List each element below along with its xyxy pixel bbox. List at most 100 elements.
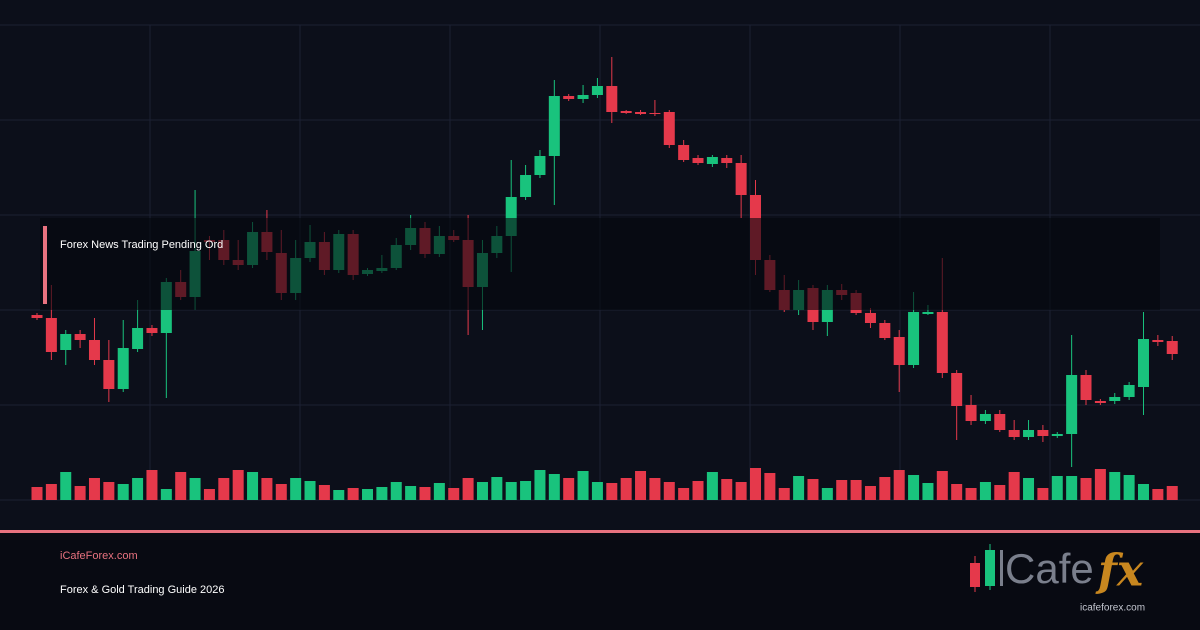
candle-body	[951, 373, 963, 406]
footer-site: iCafeForex.com	[60, 550, 138, 562]
candle-body	[635, 112, 647, 114]
volume-bar	[678, 488, 690, 500]
candle-body	[965, 405, 977, 421]
volume-bar	[793, 476, 805, 500]
volume-bar	[534, 470, 546, 500]
volume-bar	[362, 489, 374, 500]
candle-body	[45, 318, 57, 352]
candle-body	[146, 328, 158, 333]
logo-icon-candle	[985, 550, 995, 586]
volume-bar	[836, 480, 848, 500]
candle-body	[74, 334, 86, 340]
volume-bar	[606, 483, 618, 500]
candle-body	[1023, 430, 1035, 437]
volume-bar	[448, 488, 460, 500]
candle-body	[534, 156, 546, 175]
candle-body	[88, 340, 100, 360]
volume-bar	[591, 482, 603, 500]
volume-bar	[965, 488, 977, 500]
candle-body	[1080, 375, 1092, 400]
candle-body	[735, 163, 747, 195]
volume-bar	[117, 484, 129, 500]
candle-body	[117, 348, 129, 389]
volume-bar	[922, 483, 934, 500]
volume-bar	[146, 470, 158, 500]
volume-bar	[1152, 489, 1164, 500]
volume-bar	[750, 468, 761, 500]
volume-bar	[864, 486, 876, 500]
volume-bar	[304, 481, 316, 500]
logo: Cafe fx icafeforex.com	[970, 544, 1145, 614]
volume-bar	[821, 488, 833, 500]
volume-bar	[290, 478, 302, 500]
volume-bar	[390, 482, 402, 500]
candle-body	[706, 157, 718, 164]
volume-bar	[649, 478, 661, 500]
candle-body	[1051, 434, 1063, 436]
volume-bar	[548, 474, 560, 500]
candle-body	[994, 414, 1006, 430]
volume-bar	[45, 484, 57, 500]
candle-body	[577, 95, 589, 99]
volume-bar	[951, 484, 963, 500]
volume-bar	[247, 472, 259, 500]
candle-body	[1094, 401, 1106, 403]
volume-bar	[1008, 472, 1020, 500]
volume-bar	[778, 488, 790, 500]
volume-bar	[462, 478, 474, 500]
volume-bar	[663, 482, 675, 500]
footer-subtitle: Forex & Gold Trading Guide 2026	[60, 584, 224, 596]
footer-divider	[0, 530, 1200, 533]
volume-bar	[692, 481, 704, 500]
candle-body	[864, 313, 876, 323]
candle-body	[1008, 430, 1020, 437]
volume-bar	[577, 471, 589, 500]
volume-bar	[620, 478, 632, 500]
candle-body	[979, 414, 991, 421]
candle-body	[692, 158, 704, 163]
logo-icon-candle	[970, 563, 980, 587]
volume-bar	[74, 486, 86, 500]
volume-bar	[1123, 475, 1135, 500]
volume-bar	[807, 479, 819, 500]
candle-body	[31, 315, 43, 318]
volume-bar	[376, 487, 388, 500]
candle-body	[922, 312, 934, 314]
volume-bar	[1094, 469, 1106, 500]
volume-bar	[491, 477, 503, 500]
volume-bar	[994, 485, 1006, 500]
volume-bar	[103, 482, 115, 500]
volume-bar	[635, 471, 647, 500]
candle-body	[879, 323, 891, 338]
logo-mark: fx	[1095, 546, 1144, 597]
volume-bar	[175, 472, 187, 500]
candle-body	[721, 158, 733, 163]
volume-bar	[735, 482, 747, 500]
volume-bar	[218, 478, 230, 500]
volume-bar	[203, 489, 215, 500]
candle-body	[893, 337, 905, 365]
volume-bar	[1037, 488, 1049, 500]
candle-body	[548, 96, 560, 156]
volume-bar	[1023, 478, 1035, 500]
volume-bar	[979, 482, 991, 500]
candle-body	[606, 86, 618, 112]
candle-body	[1152, 340, 1164, 342]
volume-bar	[721, 479, 733, 500]
volume-bar	[1137, 484, 1149, 500]
volume-bar	[563, 478, 575, 500]
candle-body	[591, 86, 603, 95]
volume-bar	[232, 470, 244, 500]
logo-word: Cafe	[1005, 545, 1094, 592]
volume-bar	[908, 475, 920, 500]
logo-url: icafeforex.com	[1080, 603, 1145, 614]
volume-bar	[764, 473, 776, 500]
volume-bar	[1066, 476, 1078, 500]
candle-body	[678, 145, 690, 160]
candles	[31, 57, 1178, 500]
volume-bar	[879, 477, 891, 500]
candle-body	[1037, 430, 1049, 436]
candle-body	[60, 334, 72, 350]
candle-body	[520, 175, 532, 197]
volume-bar	[333, 490, 345, 500]
